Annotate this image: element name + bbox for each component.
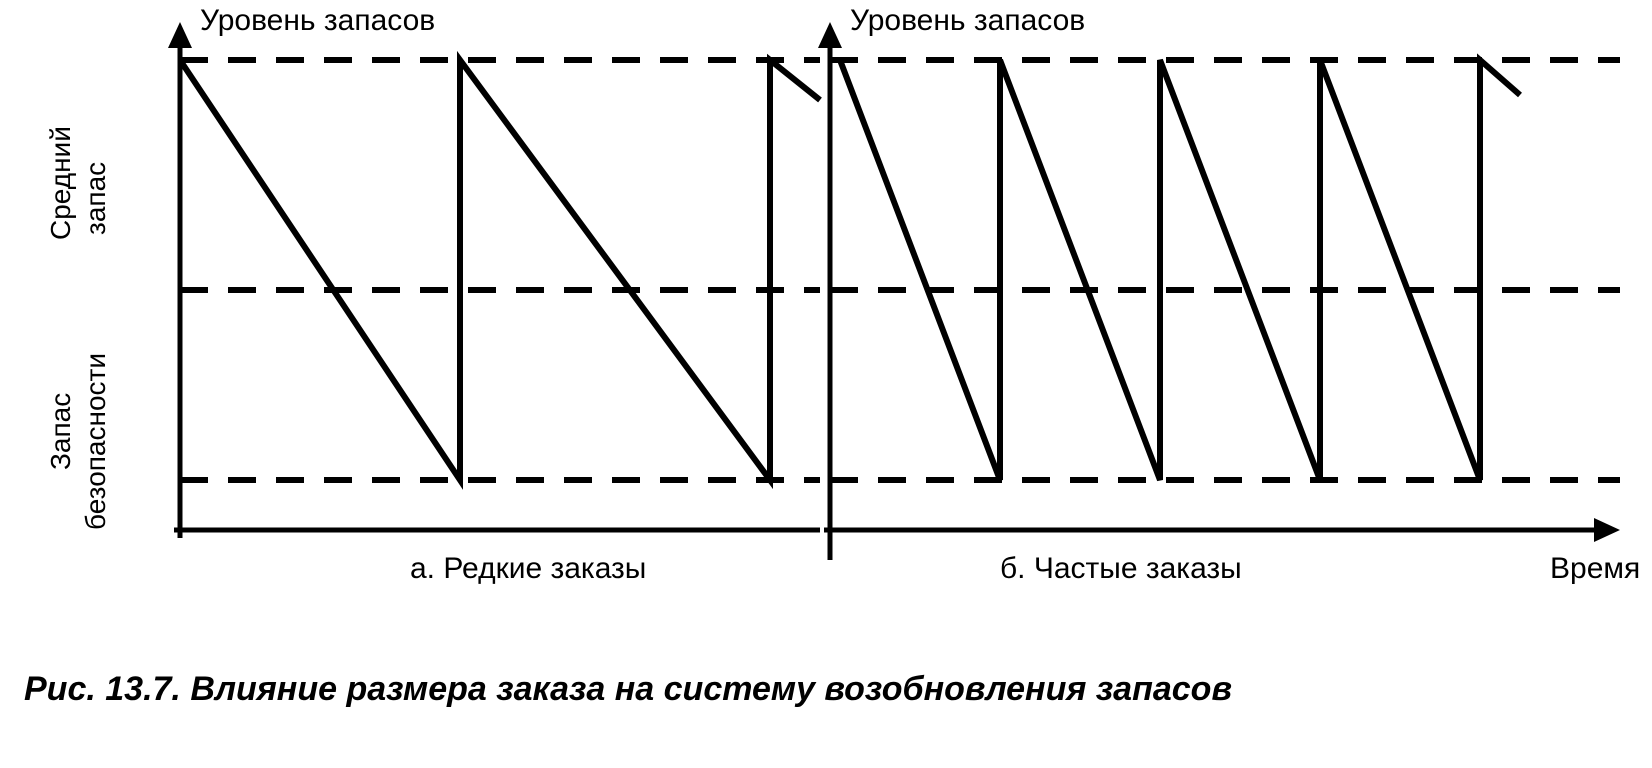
svg-text:Уровень запасов: Уровень запасов (200, 4, 435, 37)
svg-text:а. Редкие заказы: а. Редкие заказы (410, 552, 646, 585)
figure-page: Уровень запасов Уровень запасов Время а. Ре… (0, 0, 1652, 768)
figure-caption: Рис. 13.7. Влияние размера заказа на сис… (24, 668, 1584, 711)
inventory-chart: Уровень запасов Уровень запасов Время а. Ре… (0, 0, 1652, 620)
svg-text:Время: Время (1550, 552, 1640, 585)
svg-text:запас: запас (80, 162, 111, 235)
svg-text:Запас: Запас (45, 393, 76, 470)
svg-text:Средний: Средний (45, 126, 76, 240)
svg-text:безопасности: безопасности (80, 353, 111, 530)
svg-text:б. Частые заказы: б. Частые заказы (1000, 552, 1242, 585)
svg-text:Уровень запасов: Уровень запасов (850, 4, 1085, 37)
